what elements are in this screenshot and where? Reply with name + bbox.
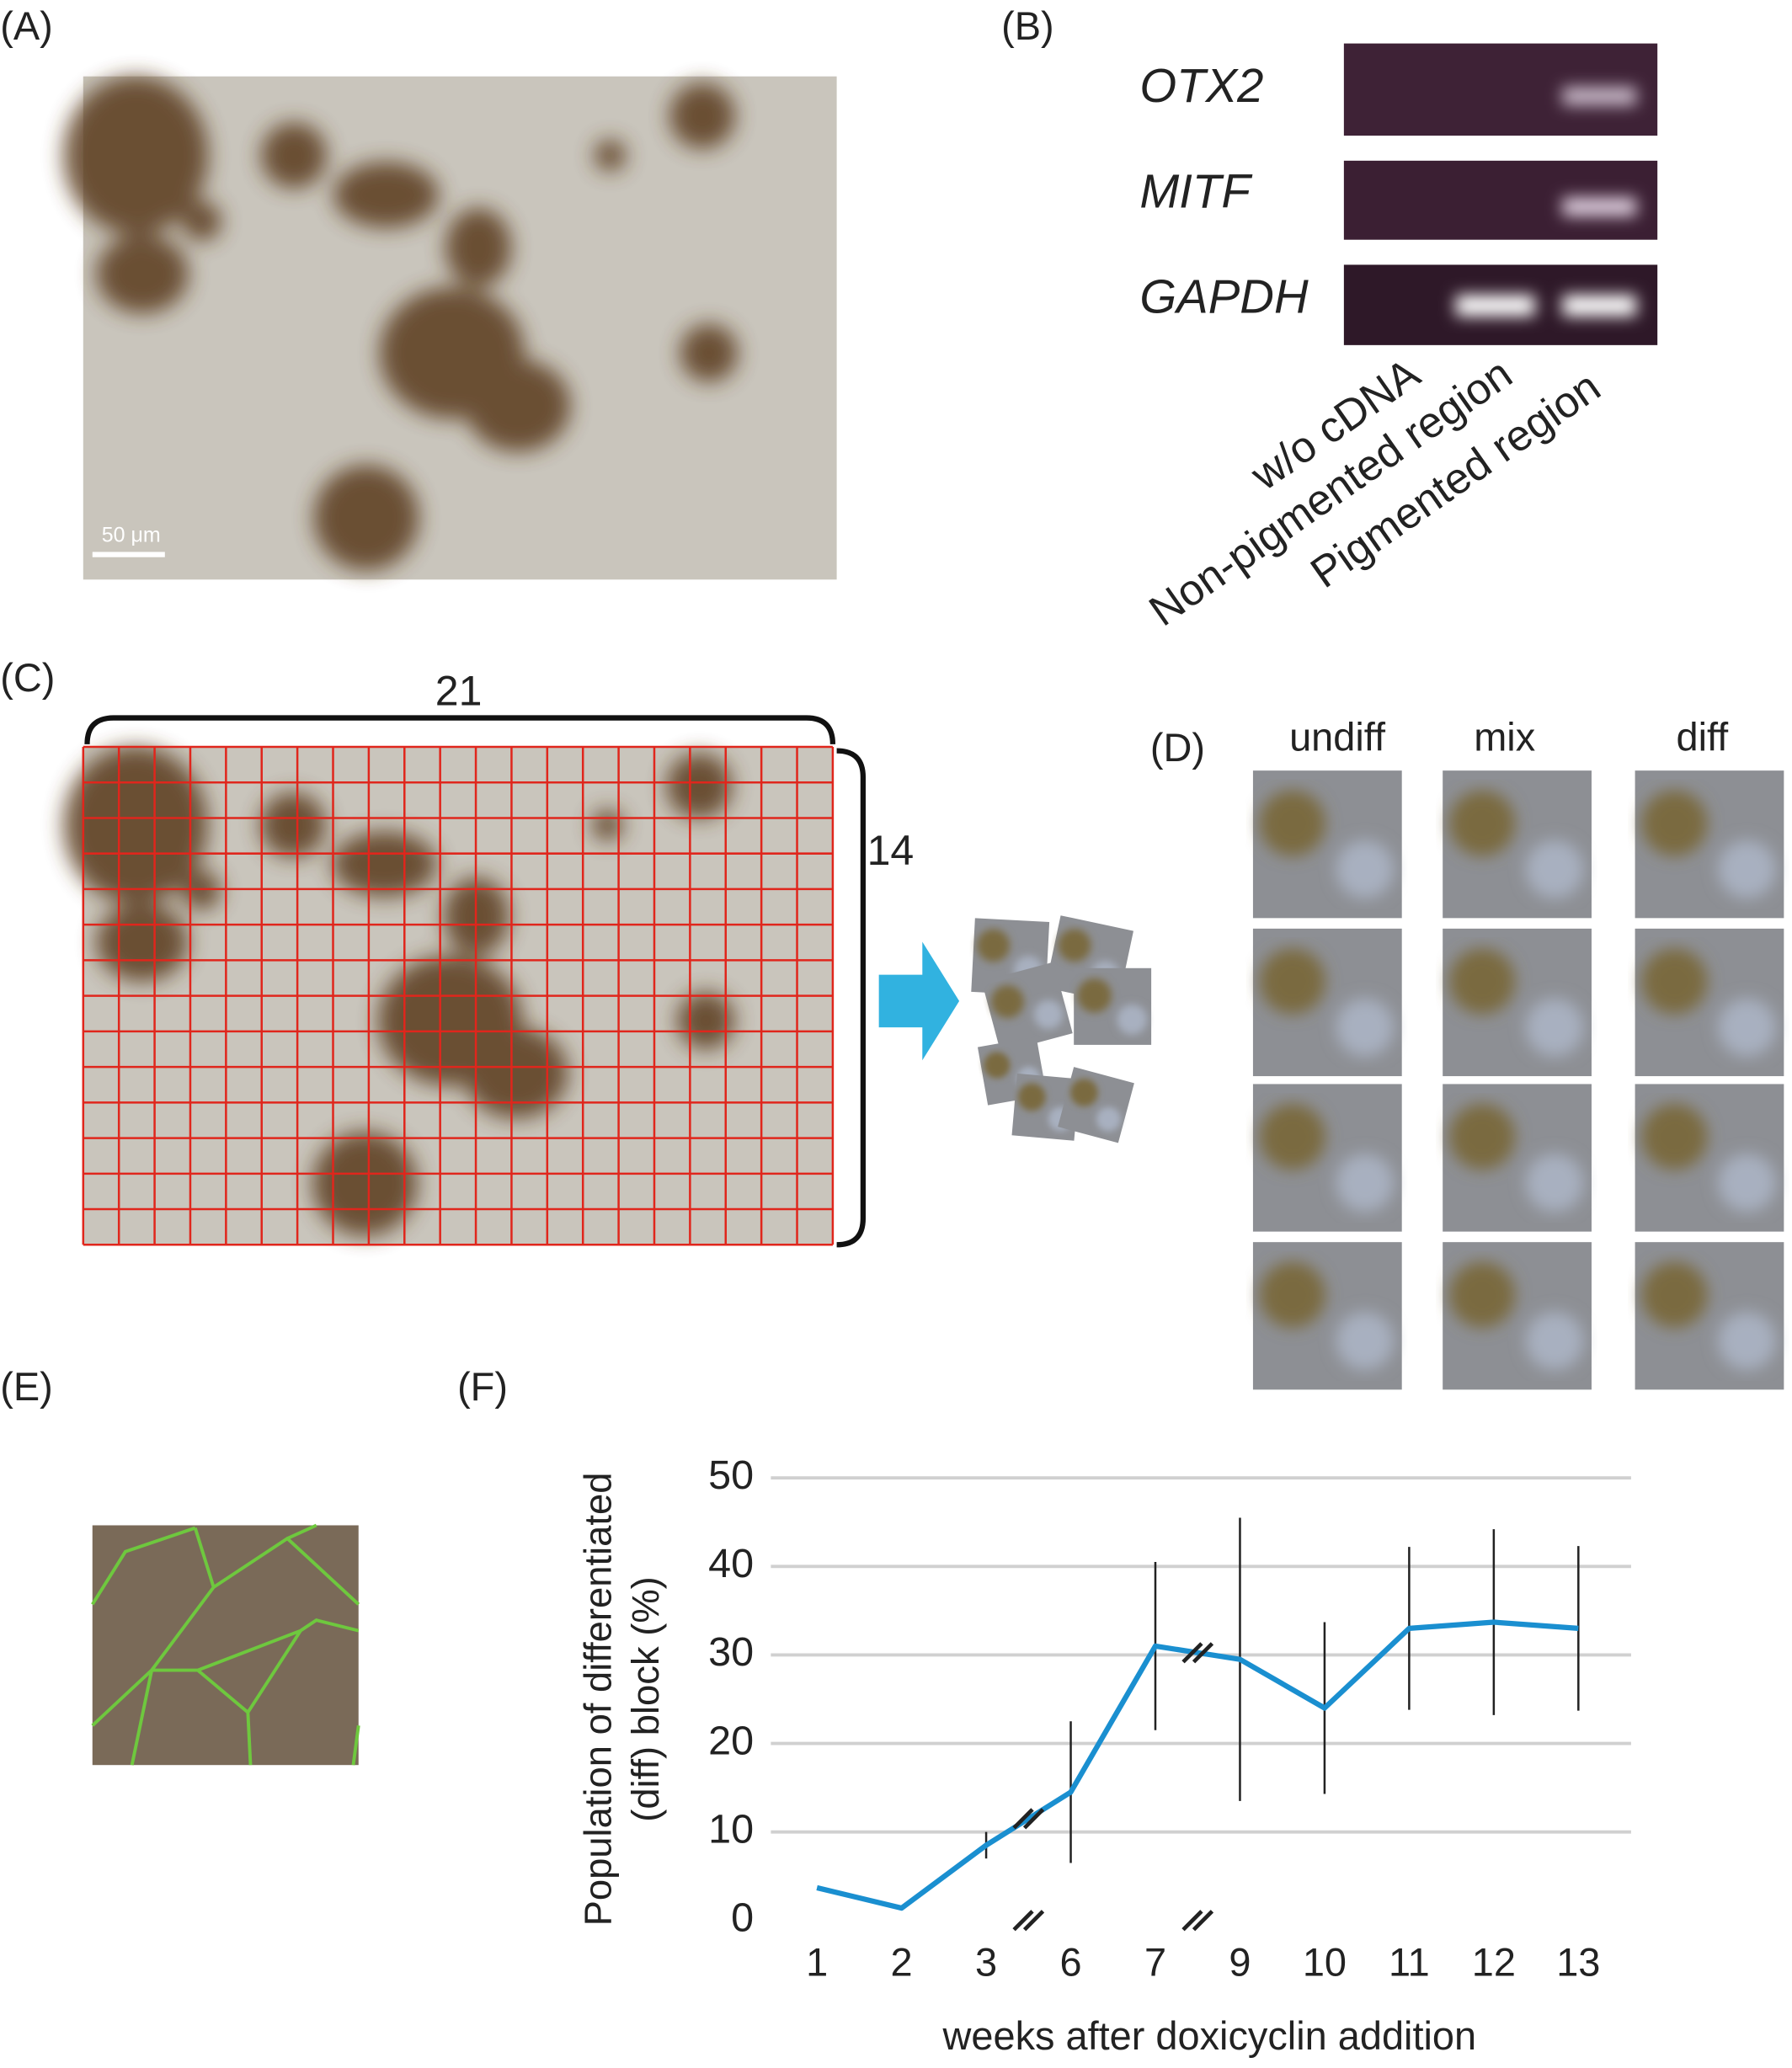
gene-label: MITF — [1139, 164, 1253, 217]
x-tick-label: 6 — [1059, 1940, 1081, 1984]
y-tick-label: 40 — [708, 1541, 754, 1586]
scale-bar — [92, 552, 165, 557]
panel-label: (B) — [1001, 4, 1054, 48]
bracket — [84, 715, 836, 744]
decoration — [1562, 295, 1637, 317]
micrograph — [63, 77, 836, 580]
axis-break — [1022, 1808, 1045, 1830]
bracket — [836, 748, 867, 1248]
gene-label: GAPDH — [1139, 270, 1309, 323]
x-axis-label: weeks after doxicyclin addition — [942, 2014, 1477, 2058]
decoration — [1635, 1084, 1784, 1231]
scattered-tiles — [971, 915, 1151, 1143]
axis-break — [1012, 1808, 1034, 1830]
decoration — [1443, 770, 1592, 918]
y-axis-label: Population of differentiated — [577, 1473, 620, 1927]
x-tick-label: 3 — [975, 1940, 997, 1984]
x-tick-label: 2 — [891, 1940, 913, 1984]
axis-break — [1012, 1910, 1034, 1932]
y-tick-label: 0 — [731, 1895, 754, 1941]
decoration — [1074, 968, 1151, 1045]
x-tick-label: 7 — [1144, 1940, 1166, 1984]
axis-break — [1181, 1642, 1203, 1664]
decoration — [1253, 929, 1402, 1076]
y-axis-label: (diff) block (%) — [624, 1576, 667, 1822]
decoration — [1455, 295, 1535, 317]
tile-grid — [1253, 770, 1784, 1389]
panel-label: (C) — [0, 656, 55, 700]
panel-label: (A) — [0, 4, 53, 48]
y-tick-label: 30 — [708, 1629, 754, 1675]
panel-label: (E) — [0, 1365, 53, 1409]
decoration — [1443, 929, 1592, 1076]
cell-outline — [91, 1523, 360, 1766]
decoration — [1635, 770, 1784, 918]
panel-label: (D) — [1150, 726, 1205, 770]
x-tick-label: 10 — [1303, 1940, 1347, 1984]
decoration — [1562, 87, 1637, 106]
column-header: diff — [1677, 716, 1730, 760]
cell-image — [92, 1525, 359, 1766]
decoration — [1635, 1242, 1784, 1389]
x-tick-label: 13 — [1556, 1940, 1600, 1984]
gel — [1343, 43, 1658, 345]
scale-bar-label: 50 μm — [102, 523, 161, 546]
decoration — [1253, 1242, 1402, 1389]
decoration — [1443, 1242, 1592, 1389]
block-grid — [82, 745, 835, 1246]
column-count: 21 — [435, 668, 483, 715]
axis-break — [1181, 1910, 1203, 1932]
x-tick-label: 1 — [806, 1940, 828, 1984]
gene-label: OTX2 — [1139, 59, 1263, 112]
row-count: 14 — [867, 827, 915, 874]
axis-break — [1192, 1910, 1214, 1932]
panel-label: (F) — [457, 1365, 508, 1409]
x-tick-label: 9 — [1229, 1940, 1251, 1984]
column-header: undiff — [1289, 716, 1386, 760]
decoration — [1562, 197, 1637, 216]
decoration — [1253, 770, 1402, 918]
y-tick-label: 50 — [708, 1452, 754, 1498]
x-tick-label: 12 — [1472, 1940, 1516, 1984]
column-header: mix — [1474, 716, 1535, 760]
axis-break — [1192, 1642, 1214, 1664]
gel-bands — [1455, 87, 1637, 317]
x-tick-label: 11 — [1389, 1940, 1430, 1984]
decoration — [1443, 1084, 1592, 1231]
decoration — [1253, 1084, 1402, 1231]
arrow — [878, 941, 960, 1061]
y-tick-label: 20 — [708, 1718, 754, 1763]
y-tick-label: 10 — [708, 1806, 754, 1852]
axis-break — [1022, 1910, 1045, 1932]
decoration — [1635, 929, 1784, 1076]
data-line — [816, 1619, 1579, 1911]
